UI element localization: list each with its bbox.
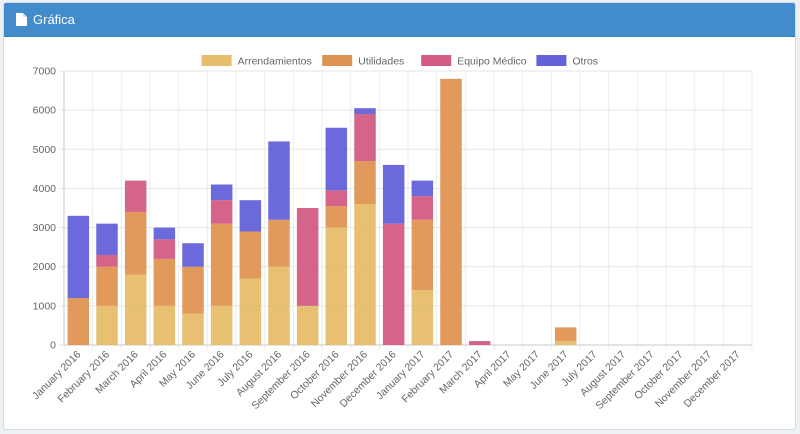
bar-segment[interactable] [153, 258, 176, 306]
bar-segment[interactable] [239, 231, 262, 279]
bar-segment[interactable] [325, 190, 348, 207]
bar-segment[interactable] [411, 180, 434, 197]
bar-segment[interactable] [354, 108, 376, 115]
bar-segment[interactable] [210, 200, 233, 224]
bar-segment[interactable] [296, 305, 319, 345]
legend-swatch[interactable] [421, 55, 452, 66]
bar-segment[interactable] [382, 164, 405, 224]
bar-segment[interactable] [67, 215, 90, 299]
y-tick-label: 5000 [33, 144, 57, 156]
bar-segment[interactable] [96, 305, 118, 345]
bar-segment[interactable] [325, 227, 348, 345]
bar-segment[interactable] [382, 223, 405, 345]
legend-label[interactable]: Equipo Médico [457, 56, 527, 68]
bar-segment[interactable] [325, 127, 348, 191]
legend-label[interactable]: Utilidades [358, 56, 404, 68]
legend-label[interactable]: Otros [572, 56, 598, 68]
bar-segment[interactable] [411, 290, 434, 345]
y-tick-label: 1000 [33, 300, 57, 312]
y-tick-label: 7000 [33, 66, 57, 78]
bar-segment[interactable] [239, 278, 262, 345]
bar-segment[interactable] [182, 313, 204, 345]
chart-panel: Gráfica 0 1000 2000 3000 4000 5000 6000 7000 Jan… [3, 2, 796, 430]
bar-segment[interactable] [210, 223, 233, 306]
bar-segment[interactable] [239, 200, 262, 232]
bar-segment[interactable] [182, 266, 204, 314]
bar-segment[interactable] [354, 204, 376, 345]
bar-segment[interactable] [210, 305, 233, 345]
bar-segment[interactable] [411, 219, 434, 291]
bar-segment[interactable] [268, 266, 290, 345]
bar-segment[interactable] [124, 274, 147, 345]
bar-segment[interactable] [210, 184, 233, 201]
bar-segment[interactable] [354, 161, 376, 205]
bar-segment[interactable] [554, 341, 577, 345]
bar-segment[interactable] [153, 227, 176, 240]
file-icon [16, 13, 27, 26]
bar-segment[interactable] [96, 266, 118, 306]
panel-title: Gráfica [33, 12, 75, 27]
y-tick-label: 6000 [33, 105, 57, 117]
y-tick-label: 3000 [33, 222, 57, 234]
legend-swatch[interactable] [536, 55, 567, 66]
bar-segment[interactable] [440, 78, 462, 345]
bar-segment[interactable] [325, 206, 348, 228]
bar-segment[interactable] [96, 254, 118, 267]
stacked-bar-chart: 0 1000 2000 3000 4000 5000 6000 7000 January 201… [30, 55, 753, 412]
panel-header: Gráfica [4, 3, 795, 37]
x-tick-label: January 2016 [30, 349, 84, 403]
bar-segment[interactable] [124, 180, 147, 212]
legend-label[interactable]: Arrendamientos [238, 56, 312, 68]
legend-swatch[interactable] [201, 55, 232, 66]
bar-segment[interactable] [268, 141, 290, 220]
legend-swatch[interactable] [322, 55, 353, 66]
bar-segment[interactable] [354, 114, 376, 162]
legend: Arrendamientos Utilidades Equipo Médico Otr… [201, 55, 598, 68]
bar-segment[interactable] [124, 211, 147, 275]
bar-segment[interactable] [67, 298, 90, 345]
bar-segment[interactable] [153, 305, 176, 345]
bar-segment[interactable] [96, 223, 118, 255]
bar-segment[interactable] [468, 341, 491, 345]
bar-segment[interactable] [411, 196, 434, 220]
bar-segment[interactable] [182, 243, 204, 267]
y-tick-label: 2000 [33, 261, 57, 273]
y-tick-label: 0 [50, 340, 56, 352]
bar-segment[interactable] [153, 239, 176, 259]
bar-segment[interactable] [554, 327, 577, 342]
y-tick-label: 4000 [33, 183, 57, 195]
bar-segment[interactable] [296, 208, 319, 306]
bar-segment[interactable] [268, 219, 290, 267]
